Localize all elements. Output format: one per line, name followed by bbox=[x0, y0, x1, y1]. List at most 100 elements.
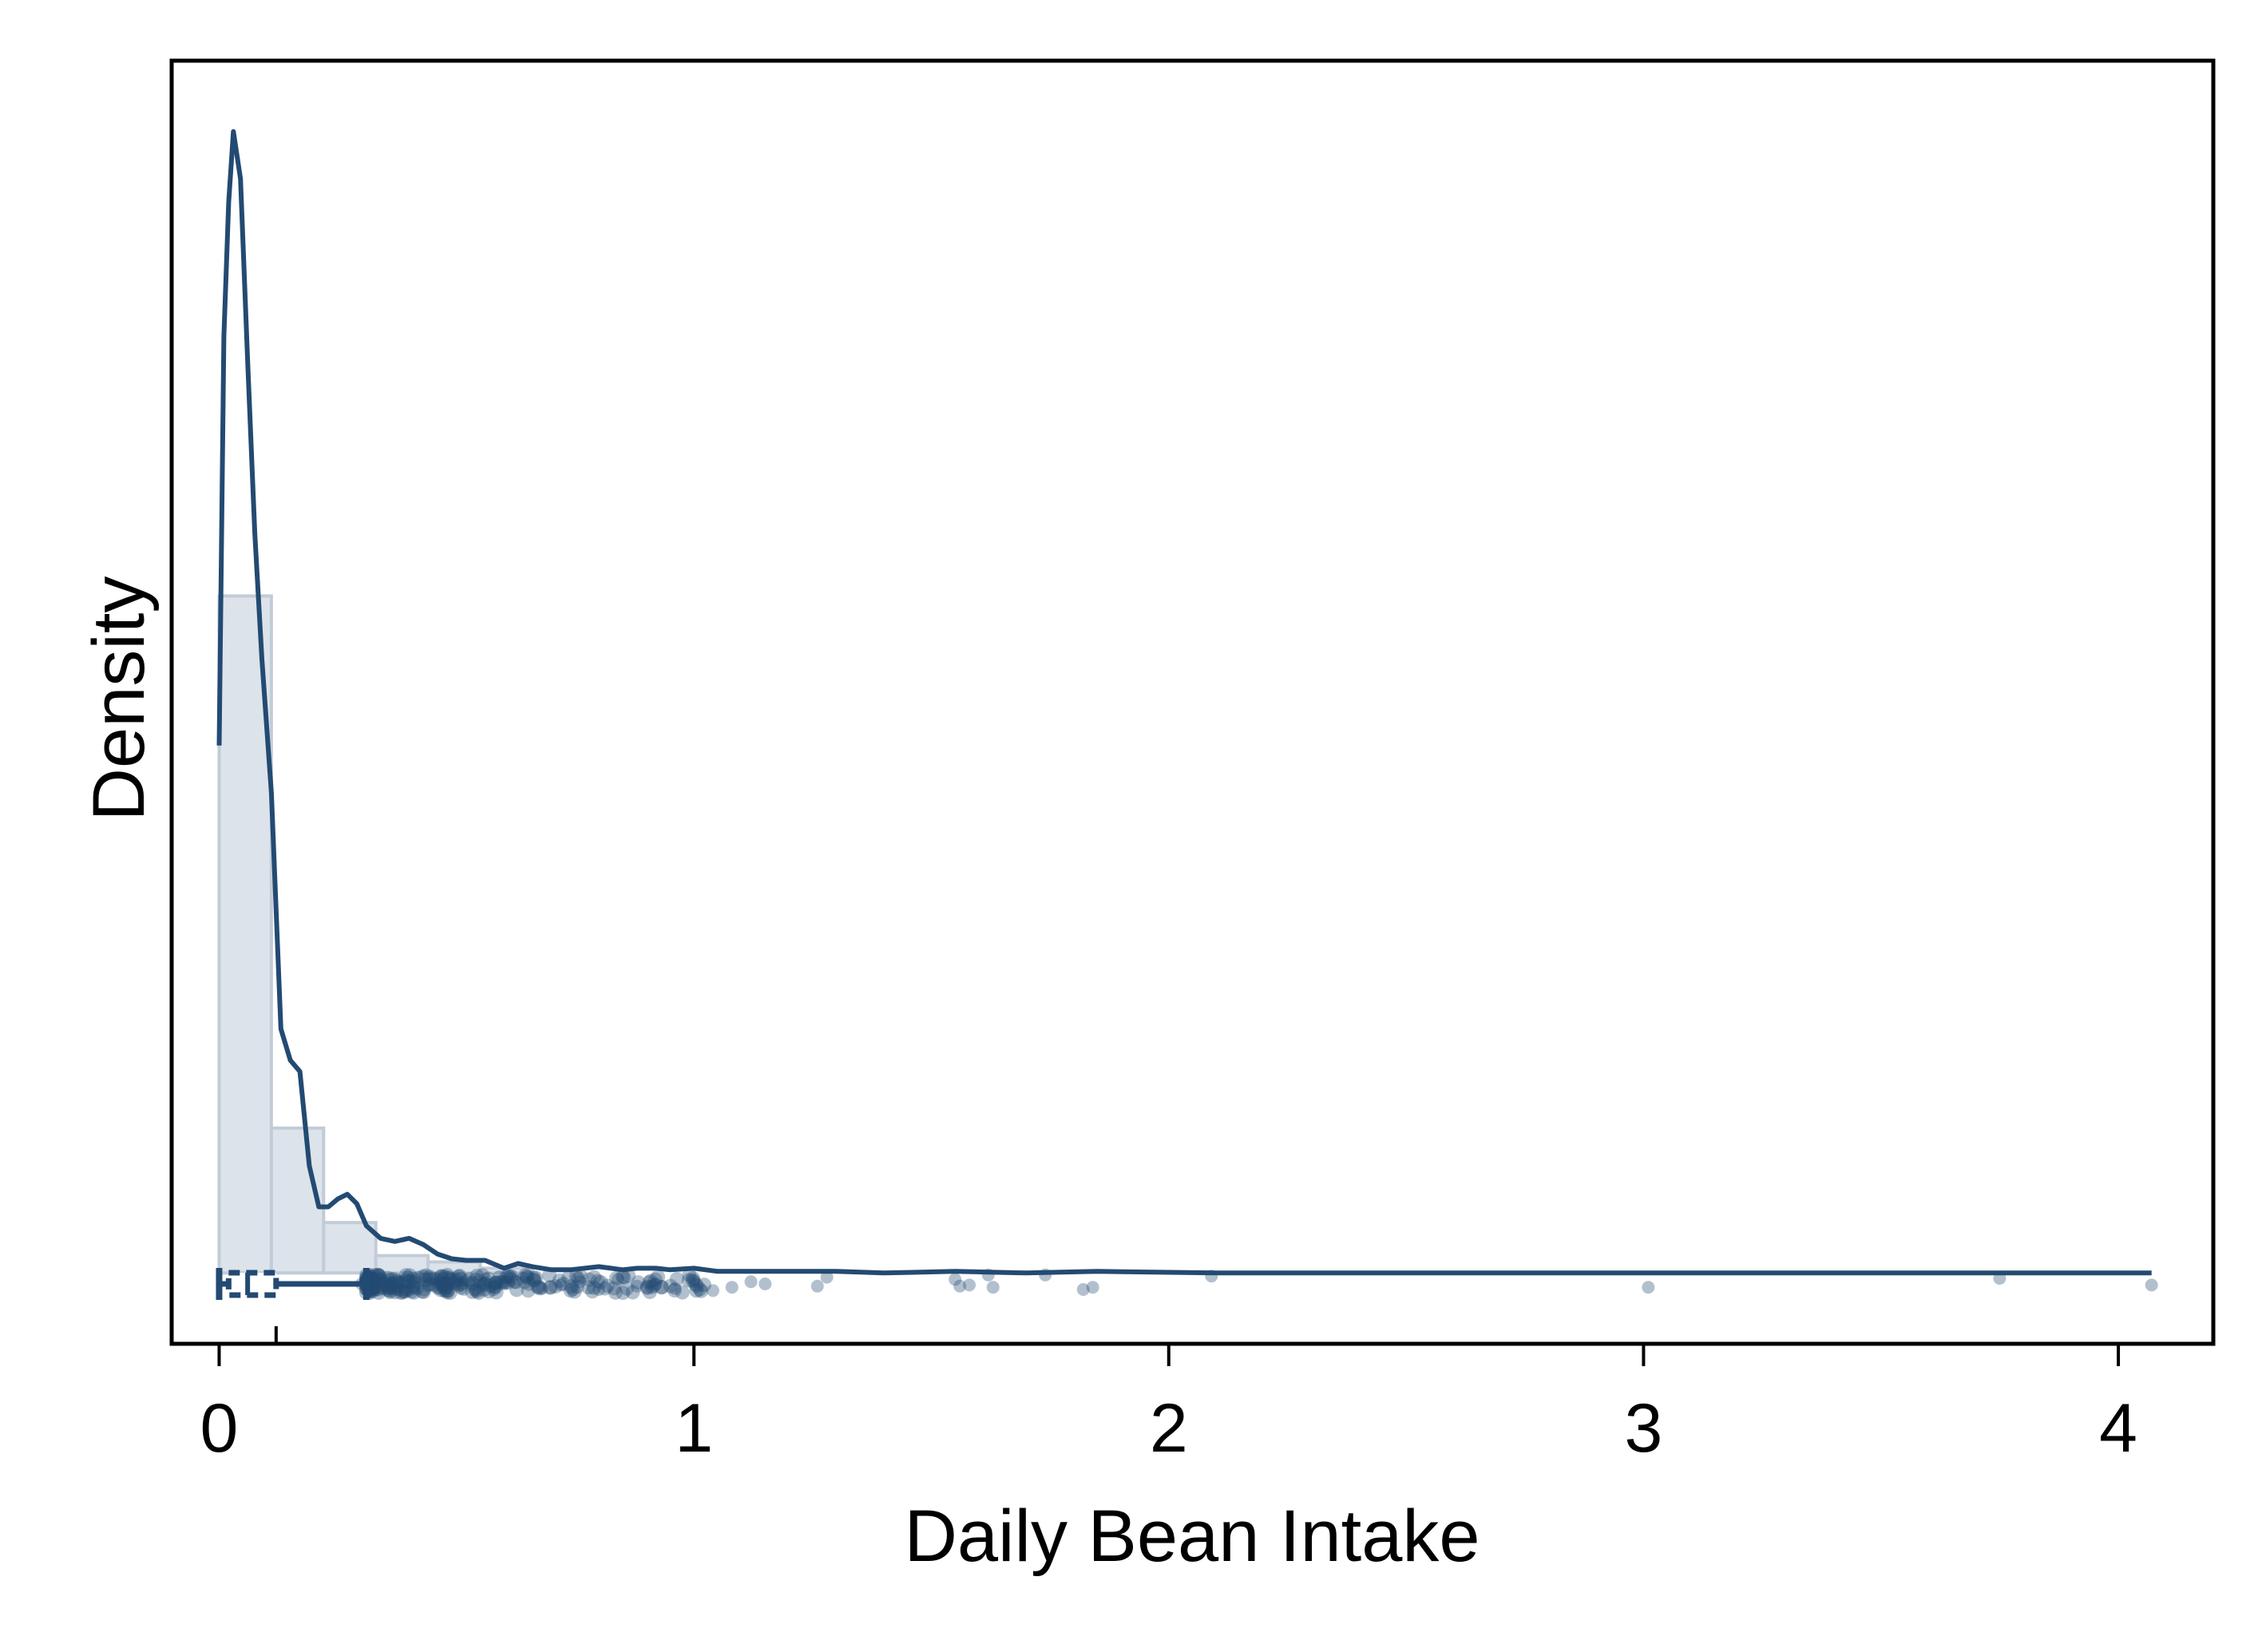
jitter-point bbox=[669, 1271, 684, 1286]
jitter-point bbox=[498, 1274, 513, 1290]
jitter-point bbox=[437, 1269, 452, 1284]
jitter-point bbox=[630, 1279, 644, 1293]
x-tick-label: 4 bbox=[2099, 1390, 2137, 1467]
jitter-point bbox=[530, 1279, 545, 1294]
jitter-point bbox=[468, 1282, 483, 1297]
jitter-point bbox=[744, 1275, 758, 1289]
jitter-point bbox=[548, 1279, 563, 1294]
jitter-point bbox=[422, 1270, 438, 1285]
jitter-point bbox=[542, 1280, 557, 1295]
jitter-point bbox=[654, 1279, 669, 1294]
jitter-point bbox=[394, 1286, 409, 1301]
jitter-point bbox=[533, 1281, 548, 1296]
jitter-point bbox=[488, 1275, 503, 1290]
jitter-point bbox=[561, 1270, 576, 1285]
jitter-point bbox=[371, 1285, 386, 1300]
jitter-point bbox=[403, 1274, 418, 1289]
jitter-point bbox=[681, 1273, 696, 1288]
jitter-point bbox=[442, 1272, 457, 1287]
jitter-point bbox=[492, 1270, 507, 1286]
jitter-point bbox=[570, 1271, 585, 1286]
jitter-point bbox=[427, 1278, 442, 1293]
jitter-point bbox=[682, 1267, 697, 1282]
jitter-point bbox=[565, 1282, 580, 1297]
jitter-point bbox=[416, 1284, 431, 1299]
jitter-point bbox=[696, 1278, 711, 1293]
jitter-point bbox=[616, 1286, 631, 1301]
jitter-point bbox=[435, 1272, 450, 1287]
jitter-point bbox=[409, 1281, 424, 1296]
jitter-point bbox=[383, 1281, 397, 1294]
jitter-point bbox=[469, 1268, 485, 1283]
boxplot bbox=[216, 1268, 370, 1300]
jitter-point bbox=[694, 1283, 709, 1298]
jitter-point bbox=[592, 1283, 606, 1296]
jitter-point bbox=[394, 1285, 410, 1300]
jitter-point bbox=[706, 1284, 719, 1297]
jitter-point bbox=[521, 1283, 536, 1298]
jitter-point bbox=[469, 1283, 482, 1296]
y-axis-title: Density bbox=[78, 576, 160, 822]
jitter-point bbox=[675, 1285, 690, 1300]
jitter-point bbox=[431, 1273, 445, 1286]
jitter-point bbox=[759, 1278, 772, 1290]
jitter-point bbox=[564, 1279, 579, 1294]
jitter-point bbox=[451, 1269, 466, 1284]
jitter-point bbox=[382, 1280, 398, 1295]
jitter-point bbox=[692, 1282, 707, 1297]
jitter-point bbox=[454, 1272, 469, 1287]
x-tick-label: 1 bbox=[675, 1390, 713, 1467]
jitter-point bbox=[438, 1281, 453, 1296]
jitter-point bbox=[647, 1278, 662, 1293]
jitter-point bbox=[390, 1274, 405, 1289]
jitter-point bbox=[375, 1277, 390, 1292]
jitter-point bbox=[475, 1268, 490, 1283]
jitter-point bbox=[366, 1274, 382, 1289]
jitter-point bbox=[382, 1283, 398, 1298]
jitter-point bbox=[406, 1275, 421, 1290]
jitter-point bbox=[391, 1282, 406, 1297]
jitter-point bbox=[481, 1271, 496, 1286]
histogram-bars bbox=[217, 594, 534, 1275]
jitter-point bbox=[398, 1282, 413, 1297]
jitter-point bbox=[422, 1279, 435, 1293]
jitter-point bbox=[437, 1283, 452, 1298]
jitter-point bbox=[427, 1271, 442, 1286]
histogram-bar bbox=[217, 594, 273, 1275]
jitter-point bbox=[449, 1272, 464, 1287]
jitter-point bbox=[453, 1277, 468, 1292]
jitter-point bbox=[434, 1277, 450, 1292]
jitter-point bbox=[644, 1279, 660, 1294]
jitter-point bbox=[504, 1272, 519, 1287]
jitter-point bbox=[402, 1284, 416, 1297]
jitter-point bbox=[498, 1270, 513, 1285]
jitter-point bbox=[489, 1275, 505, 1290]
x-tick-label: 0 bbox=[200, 1390, 239, 1467]
jitter-point bbox=[455, 1275, 470, 1290]
jitter-point bbox=[366, 1268, 382, 1283]
jitter-point bbox=[406, 1280, 421, 1295]
jitter-point bbox=[502, 1270, 517, 1285]
jitter-point bbox=[518, 1267, 533, 1282]
jitter-point bbox=[396, 1284, 411, 1299]
jitter-point bbox=[504, 1269, 519, 1284]
jitter-point bbox=[489, 1285, 504, 1300]
jitter-point bbox=[520, 1270, 535, 1286]
jitter-point bbox=[563, 1283, 578, 1298]
jitter-point bbox=[482, 1278, 497, 1293]
jitter-point bbox=[477, 1282, 492, 1297]
jitter-point bbox=[620, 1281, 635, 1296]
jitter-point bbox=[376, 1281, 391, 1296]
jitter-point bbox=[986, 1281, 1000, 1294]
jitter-point bbox=[642, 1285, 657, 1300]
jitter-point bbox=[478, 1276, 492, 1290]
jitter-point bbox=[452, 1268, 467, 1283]
plot-frame bbox=[169, 58, 2216, 1346]
jitter-point bbox=[686, 1271, 701, 1286]
jitter-point bbox=[643, 1274, 658, 1289]
jitter-point bbox=[414, 1284, 430, 1299]
jitter-point bbox=[477, 1276, 493, 1291]
jitter-point bbox=[465, 1284, 480, 1299]
jitter-point bbox=[963, 1278, 977, 1292]
